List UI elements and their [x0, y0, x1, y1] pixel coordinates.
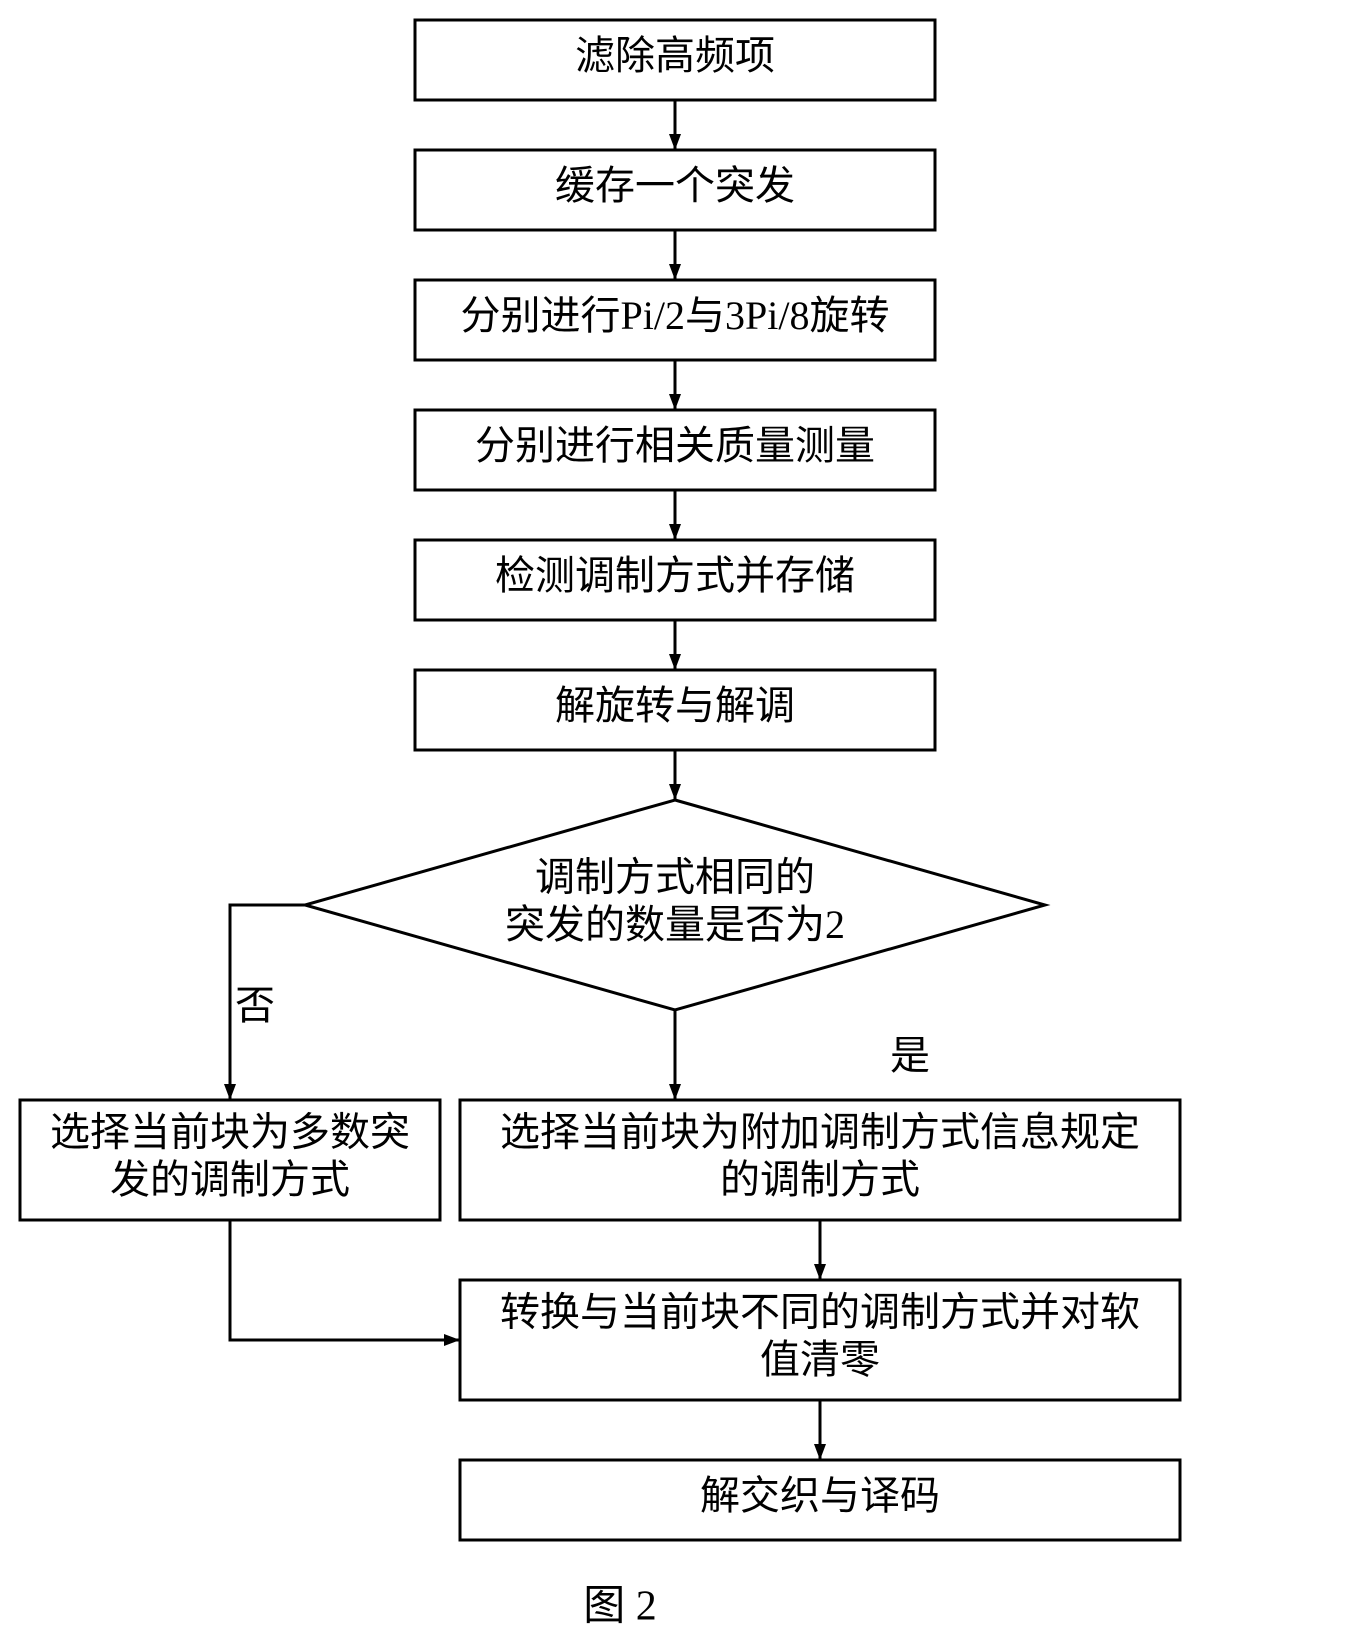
- arrow-head: [224, 1084, 236, 1100]
- flow-step-label: 分别进行相关质量测量: [475, 423, 875, 468]
- edge: [230, 1220, 460, 1340]
- flow-step-label: 的调制方式: [720, 1157, 920, 1202]
- flow-step-label: 选择当前块为附加调制方式信息规定: [500, 1110, 1140, 1155]
- flow-step-label: 选择当前块为多数突: [50, 1110, 410, 1155]
- arrow-head: [669, 394, 681, 410]
- arrow-head: [669, 654, 681, 670]
- figure-caption: 图 2: [583, 1584, 657, 1630]
- flow-step-label: 值清零: [760, 1337, 880, 1382]
- arrow-head: [814, 1444, 826, 1460]
- arrow-head: [669, 264, 681, 280]
- arrow-head: [669, 1084, 681, 1100]
- flow-step-label: 检测调制方式并存储: [495, 553, 855, 598]
- flowchart-canvas: 是 否 滤除高频项缓存一个突发分别进行Pi/2与3Pi/8旋转分别进行相关质量测量检…: [0, 0, 1349, 1645]
- arrow-head: [669, 134, 681, 150]
- arrow-head: [814, 1264, 826, 1280]
- flow-step-label: 调制方式相同的: [535, 855, 815, 900]
- flow-step-label: 解旋转与解调: [555, 683, 795, 728]
- flow-step-label: 突发的数量是否为2: [505, 902, 845, 947]
- flow-step-label: 滤除高频项: [575, 33, 775, 78]
- flow-step-label: 分别进行Pi/2与3Pi/8旋转: [461, 293, 890, 338]
- arrow-head: [444, 1334, 460, 1346]
- edge-label: 否: [235, 983, 275, 1028]
- arrow-head: [669, 784, 681, 800]
- edge-label: 是: [890, 1033, 930, 1078]
- flow-step-label: 缓存一个突发: [555, 163, 795, 208]
- arrow-head: [669, 524, 681, 540]
- flow-step-label: 转换与当前块不同的调制方式并对软: [500, 1290, 1140, 1335]
- flow-step-label: 发的调制方式: [110, 1157, 350, 1202]
- flow-step-label: 解交织与译码: [700, 1473, 940, 1518]
